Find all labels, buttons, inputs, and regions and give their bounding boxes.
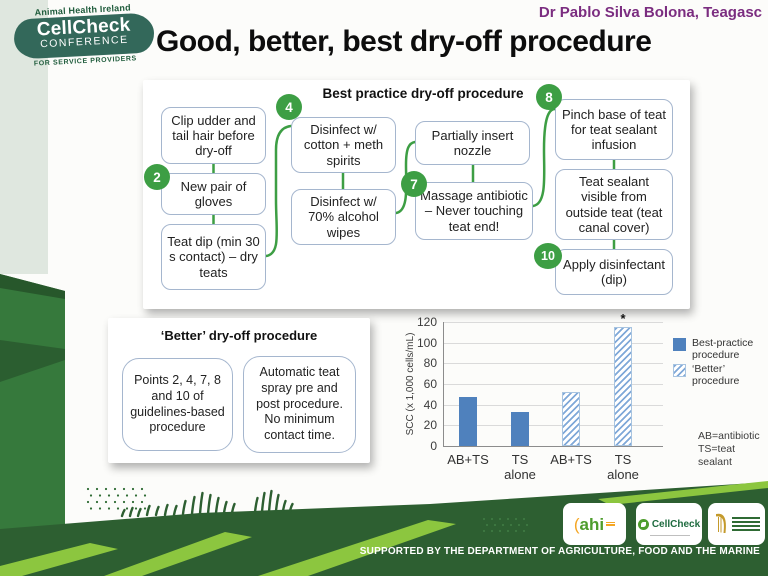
supported-by-text: SUPPORTED BY THE DEPARTMENT OF AGRICULTU… bbox=[359, 546, 760, 557]
gridline bbox=[443, 322, 663, 323]
gridline bbox=[443, 425, 663, 427]
better-panel-title: ‘Better’ dry-off procedure bbox=[160, 328, 318, 343]
flowchart-connectors bbox=[212, 107, 616, 258]
cellcheck-leaf-icon bbox=[637, 518, 649, 530]
better-box-automatic-spray: Automatic teat spray pre and post proced… bbox=[243, 356, 356, 453]
gridline bbox=[443, 384, 663, 385]
cellcheck-conference-logo: Animal Health Ireland CellCheck CONFEREN… bbox=[7, 1, 162, 69]
cellcheck-logo-text: CellCheck bbox=[651, 518, 701, 530]
step-number-badge: 2 bbox=[144, 164, 170, 190]
step-number-badge: 7 bbox=[401, 171, 427, 197]
better-box-points: Points 2, 4, 7, 8 and 10 of guidelines-b… bbox=[122, 358, 233, 451]
bar-ts-alone bbox=[511, 411, 529, 446]
legend-swatch bbox=[673, 364, 686, 377]
flow-box-apply-disinfectant: Apply disinfectant (dip) bbox=[555, 249, 673, 295]
x-category-label: AB+TS bbox=[550, 452, 592, 467]
harp-icon bbox=[715, 513, 726, 533]
flow-box-disinfect-cotton: Disinfect w/ cotton + meth spirits bbox=[291, 117, 396, 173]
step-number-badge: 8 bbox=[536, 84, 562, 110]
y-tick-label: 20 bbox=[423, 418, 437, 433]
gridline bbox=[443, 404, 663, 406]
best-practice-flowchart: Best practice dry-off procedure Clip udd… bbox=[143, 80, 690, 309]
flow-box-pinch-base: Pinch base of teat for teat sealant infu… bbox=[555, 99, 673, 160]
flow-box-insert-nozzle: Partially insert nozzle bbox=[415, 121, 530, 165]
significance-star: * bbox=[620, 311, 626, 327]
x-category-label: AB+TS bbox=[447, 452, 489, 467]
legend-label: ‘Better’ procedure bbox=[692, 363, 740, 388]
bar-ab+ts bbox=[459, 397, 477, 446]
scc-bar-chart: SCC (x 1,000 cells/mL) 0 20 40 60 80 100 120 AB… bbox=[395, 311, 768, 482]
cellcheck-tagline-mark bbox=[650, 535, 690, 536]
ahi-tagline-mark bbox=[606, 521, 616, 527]
step-number-badge: 4 bbox=[276, 94, 302, 120]
presenter-name: Dr Pablo Silva Bolona, Teagasc bbox=[538, 4, 762, 21]
flow-box-massage-antibiotic: Massage antibiotic – Never touching teat… bbox=[415, 182, 533, 240]
legend-item: ‘Better’ procedure bbox=[673, 363, 762, 387]
flow-box-disinfect-wipes: Disinfect w/ 70% alcohol wipes bbox=[291, 189, 396, 245]
y-tick-label: 80 bbox=[423, 356, 437, 371]
flow-box-teat-sealant-visible: Teat sealant visible from outside teat (… bbox=[555, 169, 673, 240]
ahi-logo: (ahi bbox=[563, 503, 626, 545]
gov-harp-logo bbox=[708, 503, 765, 545]
flowchart-title: Best practice dry-off procedure bbox=[322, 86, 524, 101]
gridline bbox=[443, 363, 663, 365]
bar-ts-alone bbox=[614, 327, 632, 446]
x-category-label: TS alone bbox=[607, 452, 639, 482]
abbreviation-note: AB=antibiotic bbox=[698, 430, 760, 442]
gridline bbox=[443, 342, 663, 344]
flow-box-new-gloves: New pair of gloves bbox=[161, 173, 266, 215]
legend-swatch bbox=[673, 338, 686, 351]
flow-box-clip-udder: Clip udder and tail hair before dry-off bbox=[161, 107, 266, 164]
logo-blob: CellCheck CONFERENCE bbox=[13, 12, 156, 60]
gov-text-lines bbox=[731, 515, 760, 533]
y-axis-line bbox=[443, 322, 444, 446]
flow-box-teat-dip: Teat dip (min 30 s contact) – dry teats bbox=[161, 224, 266, 290]
y-tick-label: 120 bbox=[416, 315, 437, 329]
y-tick-label: 100 bbox=[416, 335, 437, 350]
y-tick-label: 0 bbox=[430, 439, 437, 453]
bar-ab+ts bbox=[562, 392, 580, 446]
step-number-badge: 10 bbox=[534, 243, 562, 269]
x-category-label: TS alone bbox=[504, 452, 536, 482]
cellcheck-logo: CellCheck bbox=[636, 503, 702, 545]
abbreviation-note: TS=teat sealant bbox=[698, 443, 736, 469]
y-tick-label: 40 bbox=[423, 397, 437, 412]
ahi-logo-text: ahi bbox=[579, 514, 605, 534]
x-axis-line bbox=[443, 446, 663, 447]
better-procedure-panel: ‘Better’ dry-off procedure Points 2, 4, … bbox=[108, 318, 370, 463]
ahi-paren: ( bbox=[573, 514, 580, 534]
legend-label: Best-practice procedure bbox=[692, 337, 754, 362]
legend-item: Best-practice procedure bbox=[673, 337, 762, 361]
page-title: Good, better, best dry-off procedure bbox=[156, 25, 652, 58]
y-tick-label: 60 bbox=[423, 377, 437, 391]
